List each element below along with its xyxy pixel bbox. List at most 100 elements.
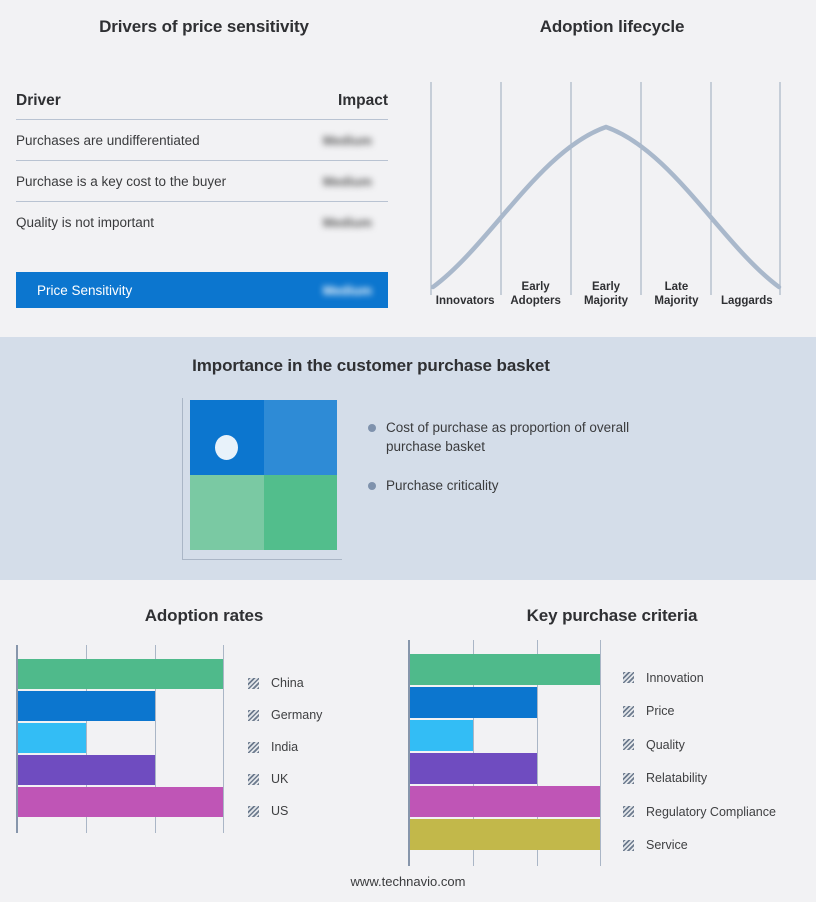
segment-line1: Early	[521, 281, 550, 293]
lifecycle-segment-labels: Innovators Early Adopters Early Majority…	[430, 276, 782, 308]
adoption-rates-bar-chart: China Germany India UK US	[16, 645, 408, 855]
legend-item: Regulatory Compliance	[623, 795, 776, 829]
drivers-panel-title: Drivers of price sensitivity	[99, 17, 309, 36]
chart-gridline	[86, 645, 88, 833]
summary-label: Price Sensitivity	[37, 282, 133, 298]
hatched-swatch-icon	[623, 672, 634, 684]
lifecycle-curve-svg	[430, 82, 782, 295]
segment-line1: Late	[664, 281, 689, 293]
segment-line2: Majority	[654, 295, 699, 307]
hatched-swatch-icon	[623, 705, 634, 717]
chart-bars	[410, 654, 600, 852]
lifecycle-segment-early-adopters: Early Adopters	[500, 276, 570, 308]
table-row: Quality is not important Medium	[16, 202, 388, 243]
bar-relatability	[410, 753, 537, 784]
adoption-rates-panel-title: Adoption rates	[144, 606, 264, 625]
legend-label: India	[271, 740, 299, 754]
bar-china	[18, 659, 223, 689]
lifecycle-divider-lines	[430, 82, 781, 295]
bell-curve-path	[430, 124, 782, 290]
drivers-table-header: Driver Impact	[16, 92, 388, 120]
segment-line2: Adopters	[510, 295, 561, 307]
chart-gridline	[154, 645, 156, 833]
lifecycle-segment-early-majority: Early Majority	[571, 276, 641, 308]
driver-name: Quality is not important	[16, 215, 155, 230]
legend-label: Cost of purchase as proportion of overal…	[386, 420, 630, 454]
quadrant-x-axis	[182, 559, 342, 560]
bullet-icon	[368, 482, 376, 490]
hatched-swatch-icon	[248, 709, 259, 721]
bullet-icon	[368, 424, 376, 432]
chart-y-axis	[408, 640, 410, 866]
legend-item: China	[248, 667, 322, 699]
drivers-table: Driver Impact Purchases are undifferenti…	[16, 92, 388, 243]
chart-legend: Innovation Price Quality Relatability Regula…	[623, 661, 776, 862]
quadrant-cell-top-right	[263, 400, 337, 475]
chart-gridline	[223, 645, 224, 833]
footer-url: www.technavio.com	[350, 874, 466, 889]
list-item: Cost of purchase as proportion of overal…	[368, 418, 658, 456]
legend-label: Innovation	[646, 670, 704, 685]
segment-line1: Early	[591, 281, 621, 293]
list-item: Purchase criticality	[368, 476, 658, 495]
lifecycle-segment-innovators: Innovators	[430, 276, 500, 308]
middle-band	[0, 337, 816, 580]
bar-quality	[410, 720, 474, 751]
driver-name: Purchase is a key cost to the buyer	[16, 173, 227, 189]
bar-germany	[18, 691, 155, 721]
key-purchase-criteria-bar-chart: Innovation Price Quality Relatability Regula…	[408, 640, 808, 866]
adoption-lifecycle-chart: Innovators Early Adopters Early Majority…	[430, 80, 782, 312]
column-header-impact: Impact	[338, 92, 388, 109]
lifecycle-segment-laggards: Laggards	[712, 276, 782, 308]
lifecycle-panel-title: Adoption lifecycle	[539, 17, 685, 36]
summary-impact: Medium	[322, 282, 372, 298]
impact-value: Medium	[322, 215, 372, 230]
hatched-swatch-icon	[623, 839, 634, 851]
quadrant-cell-bottom-right	[263, 475, 337, 550]
bar-regulatory-compliance	[410, 786, 600, 817]
chart-gridline	[536, 640, 538, 866]
hatched-swatch-icon	[248, 741, 259, 753]
legend-item: Price	[623, 695, 776, 729]
segment-line2: Innovators	[435, 295, 495, 307]
legend-label: Quality	[646, 737, 685, 752]
legend-label: Relatability	[646, 771, 708, 786]
legend-label: UK	[271, 772, 289, 786]
hatched-swatch-icon	[623, 772, 634, 784]
legend-item: US	[248, 795, 322, 827]
chart-legend: China Germany India UK US	[248, 667, 322, 827]
quadrant-y-axis	[182, 398, 183, 560]
chart-y-axis	[16, 645, 18, 833]
hatched-swatch-icon	[248, 805, 259, 817]
importance-panel-title: Importance in the customer purchase bask…	[192, 356, 550, 375]
bar-service	[410, 819, 600, 850]
quadrant-grid	[190, 400, 337, 550]
legend-item: UK	[248, 763, 322, 795]
impact-value: Medium	[322, 132, 372, 148]
price-sensitivity-summary-row: Price Sensitivity Medium	[16, 272, 388, 308]
legend-label: Germany	[271, 708, 323, 722]
lifecycle-segment-late-majority: Late Majority	[641, 276, 711, 308]
table-row: Purchases are undifferentiated Medium	[16, 120, 388, 161]
legend-label: Purchase criticality	[386, 478, 499, 493]
bar-price	[410, 687, 537, 718]
segment-line2: Majority	[583, 295, 629, 307]
legend-item: Service	[623, 829, 776, 863]
hatched-swatch-icon	[623, 739, 634, 751]
driver-name: Purchases are undifferentiated	[16, 132, 200, 148]
hatched-swatch-icon	[248, 773, 259, 785]
bar-us	[18, 787, 223, 817]
bar-uk	[18, 755, 155, 785]
quadrant-cell-bottom-left	[190, 475, 264, 550]
legend-item: Germany	[248, 699, 322, 731]
table-row: Purchase is a key cost to the buyer Medi…	[16, 161, 388, 202]
bar-india	[18, 723, 87, 753]
hatched-swatch-icon	[248, 677, 259, 689]
legend-label: US	[271, 804, 289, 818]
chart-bars	[18, 659, 223, 819]
key-purchase-criteria-panel-title: Key purchase criteria	[526, 606, 698, 625]
hatched-swatch-icon	[623, 806, 634, 818]
legend-label: China	[271, 676, 304, 690]
legend-item: Relatability	[623, 762, 776, 796]
